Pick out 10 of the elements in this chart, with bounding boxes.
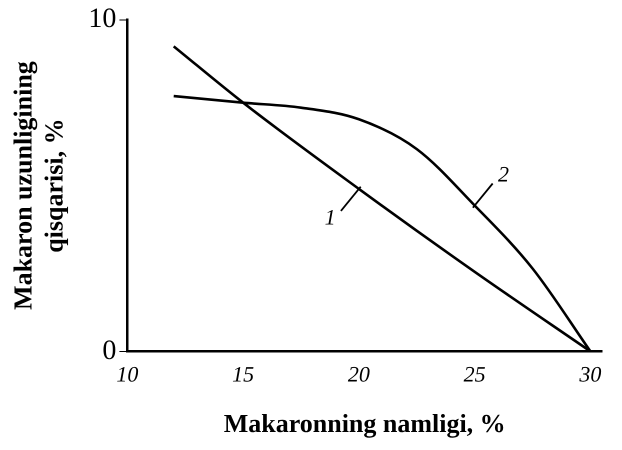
x-tick-label: 15: [232, 361, 254, 386]
x-tick-label: 30: [578, 361, 602, 386]
legend-label: 1: [324, 204, 336, 230]
series-label: 2: [498, 162, 509, 187]
x-axis-title: Makaronning namligi, %: [224, 409, 506, 438]
x-tick-label: 10: [116, 361, 138, 386]
x-tick-label: 25: [464, 361, 486, 386]
y-axis-title: Makaron uzunligining qisqarisi, %: [8, 61, 69, 310]
y-tick-label: 0: [102, 334, 116, 366]
x-tick-label: 20: [348, 361, 370, 386]
